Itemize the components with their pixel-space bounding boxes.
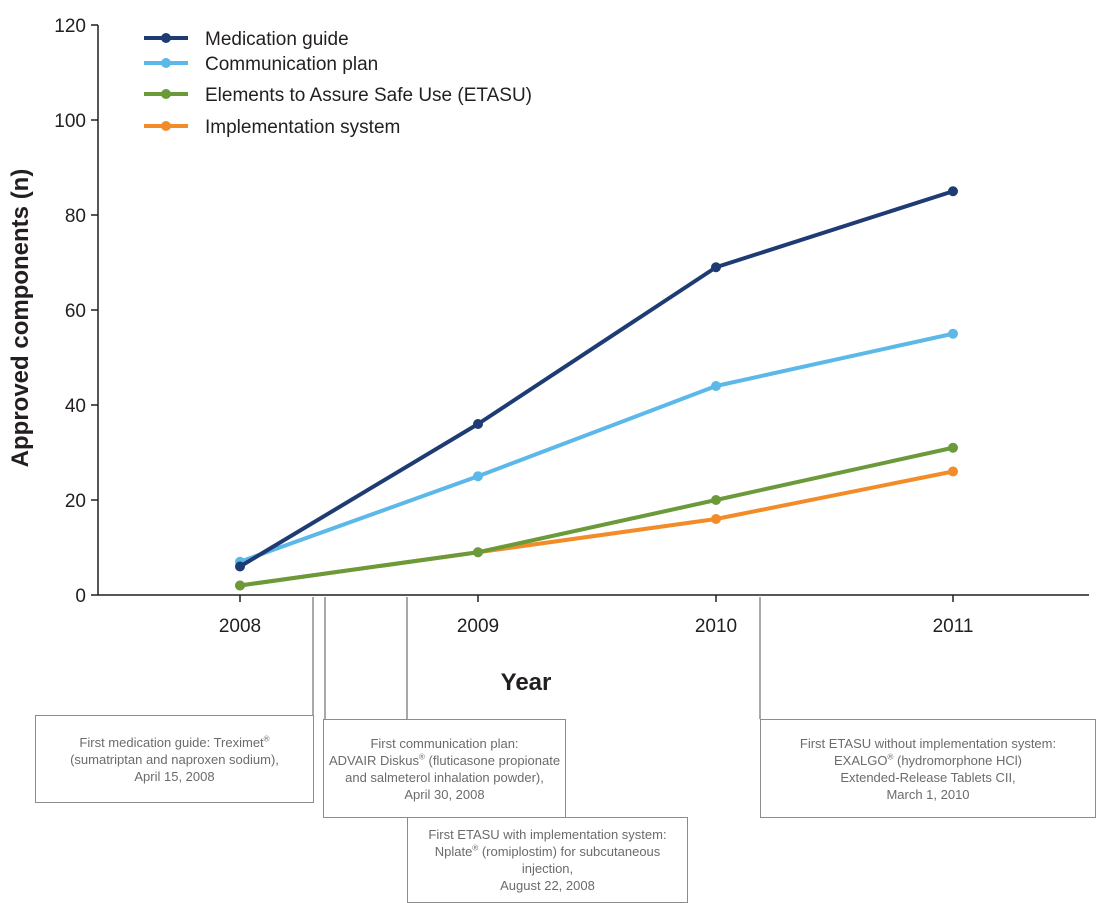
y-tick-label: 100 (54, 111, 86, 132)
callout-line: April 30, 2008 (324, 786, 565, 803)
data-point (711, 381, 721, 391)
y-tick-label: 120 (54, 16, 86, 37)
callout-line: Nplate® (romiplostim) for subcutaneous i… (408, 843, 687, 877)
legend-label: Medication guide (205, 29, 349, 50)
data-point (235, 580, 245, 591)
data-point (473, 471, 483, 482)
callout-text: EXALGO (834, 752, 888, 768)
legend-swatch-marker (161, 33, 171, 43)
callout-first-etasu-without-implementation-system: First ETASU without implementation syste… (760, 719, 1096, 818)
data-point (235, 561, 245, 572)
registered-mark: ® (887, 752, 894, 762)
axes: 0 20 40 60 80 100 120 2008 2009 2010 2011 (54, 16, 1089, 637)
callout-first-medication-guide: First medication guide: Treximet® (sumatr… (35, 715, 314, 803)
x-tick-label: 2011 (933, 616, 974, 637)
data-point (948, 466, 958, 477)
callout-text: (romiplostim) for subcutaneous injection… (478, 844, 661, 876)
callout-line: ADVAIR Diskus® (fluticasone propionate (324, 752, 565, 769)
callout-text: (sumatriptan and naproxen sodium), (70, 751, 279, 767)
series-line-1 (239, 331, 954, 564)
legend-label: Elements to Assure Safe Use (ETASU) (205, 85, 532, 106)
y-tick-label: 20 (65, 491, 86, 512)
legend-label: Communication plan (205, 54, 378, 75)
data-point (948, 186, 958, 197)
callout-line: (sumatriptan and naproxen sodium), (36, 751, 313, 768)
y-tick-label: 80 (65, 206, 86, 227)
callout-text: April 15, 2008 (134, 768, 215, 784)
callout-text: Extended-Release Tablets CII, (840, 769, 1016, 785)
callout-text: First ETASU with implementation system: (428, 827, 667, 842)
callout-line: and salmeterol inhalation powder), (324, 769, 565, 786)
x-tick-label: 2009 (457, 616, 499, 637)
legend: Medication guide Communication plan Elemen… (144, 29, 532, 138)
legend-swatch-marker (161, 121, 171, 131)
legend-swatch-marker (161, 89, 171, 99)
data-point (948, 442, 958, 453)
y-tick-label: 60 (65, 301, 86, 322)
series-line-0 (238, 189, 954, 569)
callout-text: First medication guide: Treximet (79, 734, 264, 750)
registered-mark: ® (472, 843, 479, 853)
callout-text: August 22, 2008 (500, 878, 595, 893)
y-tick-label: 40 (65, 396, 86, 417)
data-point (711, 495, 721, 505)
callout-text: Nplate (434, 844, 473, 859)
x-tick-label: 2010 (695, 616, 737, 637)
callout-line: First communication plan: (324, 735, 565, 752)
x-axis-label: Year (501, 669, 552, 696)
callout-line: Extended-Release Tablets CII, (761, 769, 1095, 786)
series-line-3 (239, 469, 954, 588)
legend-label: Implementation system (205, 117, 400, 138)
callout-text: March 1, 2010 (886, 786, 970, 802)
callout-text: April 30, 2008 (404, 786, 485, 802)
series-lines (235, 186, 958, 591)
data-point (711, 262, 721, 273)
x-tick-label: 2008 (219, 616, 261, 637)
callout-line: August 22, 2008 (408, 877, 687, 894)
y-tick-label: 0 (75, 586, 86, 607)
registered-mark: ® (263, 734, 270, 744)
callout-line: March 1, 2010 (761, 786, 1095, 803)
callout-connectors (312, 597, 761, 817)
series-line-2 (239, 445, 954, 588)
callout-text: ADVAIR Diskus (328, 752, 419, 768)
callout-first-etasu-with-implementation-system: First ETASU with implementation system: N… (407, 817, 688, 903)
callout-line: EXALGO® (hydromorphone HCl) (761, 752, 1095, 769)
callout-text: (fluticasone propionate (424, 752, 561, 768)
callout-line: First medication guide: Treximet® (36, 734, 313, 751)
registered-mark: ® (419, 752, 425, 762)
callout-text: First ETASU without implementation syste… (799, 735, 1057, 751)
callout-text: First communication plan: (370, 735, 519, 751)
legend-swatch-marker (161, 58, 171, 68)
data-point (473, 419, 483, 429)
y-axis-label: Approved components (n) (7, 169, 34, 468)
data-point (711, 514, 721, 524)
callout-first-communication-plan: First communication plan: ADVAIR Diskus® … (323, 719, 566, 818)
data-point (473, 547, 483, 558)
callout-line: April 15, 2008 (36, 768, 313, 785)
callout-text: and salmeterol inhalation powder), (345, 769, 544, 785)
callout-line: First ETASU with implementation system: (408, 826, 687, 843)
data-point (948, 328, 958, 339)
callout-line: First ETASU without implementation syste… (761, 735, 1095, 752)
callout-text: (hydromorphone HCl) (893, 752, 1022, 768)
